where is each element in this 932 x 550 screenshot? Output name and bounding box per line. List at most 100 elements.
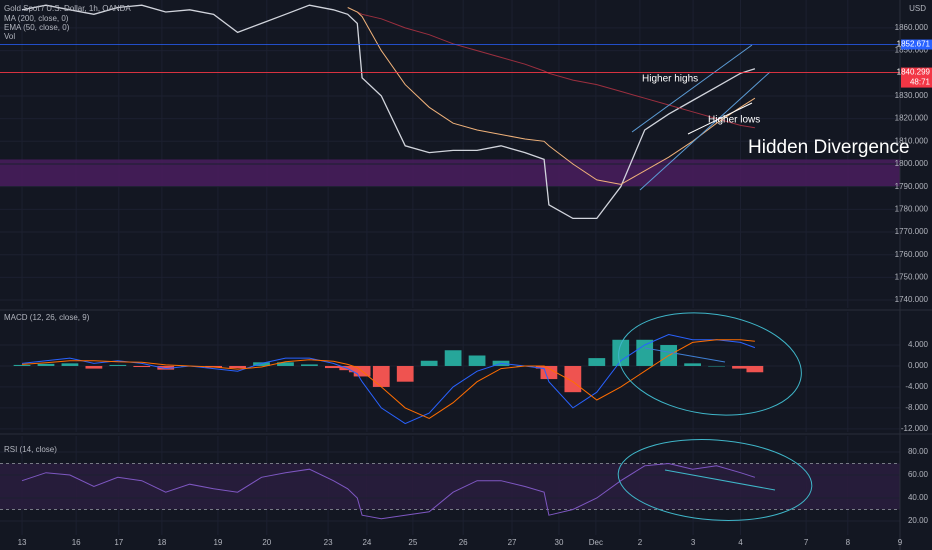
pane-title: MACD (12, 26, close, 9) <box>4 313 90 322</box>
histogram-bar <box>324 365 342 369</box>
price-box <box>901 39 932 50</box>
annotation: Higher highs <box>642 74 698 85</box>
x-tick-label: 9 <box>898 538 903 547</box>
zone <box>0 463 900 510</box>
series-line <box>21 333 756 425</box>
histogram-bar <box>540 365 558 380</box>
y-tick-label: 1810.000 <box>895 136 929 145</box>
circle <box>617 439 813 521</box>
legend-entry: EMA (50, close, 0) <box>4 23 70 32</box>
divergence-arrow <box>644 347 726 363</box>
histogram-bar <box>61 363 79 366</box>
histogram-bar <box>372 365 390 387</box>
y-tick-label: 1740.000 <box>895 295 929 304</box>
x-tick-label: 20 <box>262 538 271 547</box>
y-tick-label: 1780.000 <box>895 204 929 213</box>
series-line <box>21 462 756 520</box>
histogram-bar <box>301 364 318 366</box>
histogram-bar <box>636 339 654 366</box>
countdown: 48:71 <box>910 78 931 87</box>
y-tick-label: 1750.000 <box>895 272 929 281</box>
x-tick-label: 4 <box>738 538 743 547</box>
histogram-bar <box>157 365 175 370</box>
y-tick-label: 1860.000 <box>895 23 929 32</box>
x-tick-label: 24 <box>362 538 371 547</box>
legend-entry: Vol <box>4 32 15 41</box>
histogram-bar <box>468 355 486 366</box>
histogram-bar <box>277 362 294 366</box>
x-tick-label: Dec <box>589 538 603 547</box>
histogram-bar <box>564 365 582 393</box>
y-tick-label: 1830.000 <box>895 91 929 100</box>
histogram-bar <box>229 365 246 369</box>
histogram-bar <box>612 339 630 366</box>
x-tick-label: 8 <box>846 538 851 547</box>
y-tick-label: 80.00 <box>908 447 929 456</box>
channel-line <box>631 44 753 133</box>
currency: USD <box>909 4 926 13</box>
x-tick-label: 25 <box>408 538 417 547</box>
plot-layer <box>0 0 901 535</box>
y-tick-label: 0.000 <box>908 361 929 370</box>
y-tick-label: -8.000 <box>905 403 928 412</box>
price-label: 1852.671 <box>897 40 931 49</box>
histogram-bar <box>109 364 127 366</box>
y-tick-label: 1800.000 <box>895 159 929 168</box>
histogram-bar <box>396 365 414 382</box>
x-tick-label: 30 <box>555 538 564 547</box>
x-tick-label: 13 <box>18 538 27 547</box>
y-tick-label: 60.00 <box>908 470 929 479</box>
circle <box>618 312 802 416</box>
x-tick-label: 2 <box>638 538 643 547</box>
legend-entry: MA (200, close, 0) <box>4 14 69 23</box>
y-tick-label: 1820.000 <box>895 114 929 123</box>
trend-line <box>687 102 753 135</box>
y-tick-label: 40.00 <box>908 493 929 502</box>
histogram-bar <box>708 365 725 367</box>
histogram-bar <box>588 358 606 366</box>
histogram-bar <box>444 350 462 366</box>
x-tick-label: 7 <box>804 538 809 547</box>
annotation: Hidden Divergence <box>748 137 910 158</box>
divergence-line <box>664 469 776 491</box>
x-tick-label: 18 <box>157 538 166 547</box>
histogram-bar <box>253 362 270 366</box>
y-tick-label: 1850.000 <box>895 46 929 55</box>
x-tick-label: 17 <box>114 538 123 547</box>
x-tick-label: 19 <box>213 538 222 547</box>
histogram-bar <box>746 365 764 373</box>
y-tick-label: 1790.000 <box>895 182 929 191</box>
pane-title: RSI (14, close) <box>4 445 57 454</box>
x-tick-label: 27 <box>508 538 517 547</box>
series-line <box>21 4 756 220</box>
legend-title: Gold Spot / U.S. Dollar, 1h, OANDA <box>4 4 131 13</box>
x-tick-label: 3 <box>691 538 696 547</box>
histogram-bar <box>420 360 438 366</box>
histogram-bar <box>339 365 357 371</box>
price-label: 1840.299 <box>897 68 931 77</box>
x-tick-label: 26 <box>459 538 468 547</box>
series-line <box>347 7 756 185</box>
histogram-bar <box>732 365 749 369</box>
drawings <box>617 44 813 521</box>
y-tick-label: 4.000 <box>908 340 929 349</box>
y-tick-label: 20.00 <box>908 516 929 525</box>
histogram-bar <box>133 365 151 368</box>
annotation: Higher lows <box>708 115 760 126</box>
y-tick-label: -12.000 <box>901 424 929 433</box>
y-tick-label: 1770.000 <box>895 227 929 236</box>
price-box <box>901 67 932 88</box>
x-tick-label: 16 <box>72 538 81 547</box>
histogram-bar <box>85 365 103 369</box>
histogram-bar <box>37 363 55 366</box>
channel-line <box>639 71 771 191</box>
y-tick-label: 1760.000 <box>895 250 929 259</box>
series-line <box>357 11 755 129</box>
y-tick-label: -4.000 <box>905 382 928 391</box>
histogram-bar <box>13 364 31 366</box>
x-tick-label: 23 <box>324 538 333 547</box>
series-line <box>21 339 755 419</box>
histogram-bar <box>684 363 701 366</box>
